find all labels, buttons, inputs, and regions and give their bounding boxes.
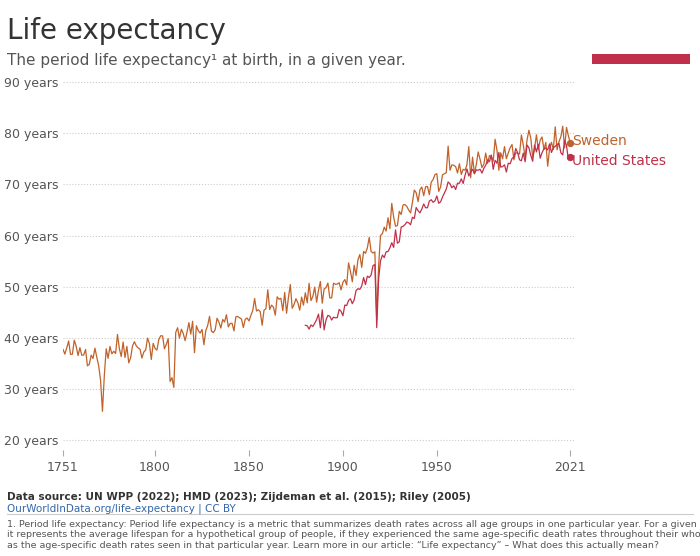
Text: OurWorldInData.org/life-expectancy | CC BY: OurWorldInData.org/life-expectancy | CC …: [7, 503, 236, 514]
Text: Our World: Our World: [610, 21, 671, 31]
Text: United States: United States: [572, 155, 666, 168]
Text: Sweden: Sweden: [572, 134, 627, 148]
Text: Data source: UN WPP (2022); HMD (2023); Zijdeman et al. (2015); Riley (2005): Data source: UN WPP (2022); HMD (2023); …: [7, 492, 470, 502]
Point: [565, 153, 576, 162]
Text: The period life expectancy¹ at birth, in a given year.: The period life expectancy¹ at birth, in…: [7, 53, 406, 68]
Text: 1. Period life expectancy: Period life expectancy is a metric that summarizes de: 1. Period life expectancy: Period life e…: [7, 520, 700, 550]
Text: in Data: in Data: [620, 37, 662, 47]
Point: [565, 138, 576, 147]
Text: Life expectancy: Life expectancy: [7, 17, 225, 44]
Bar: [592, 54, 690, 64]
